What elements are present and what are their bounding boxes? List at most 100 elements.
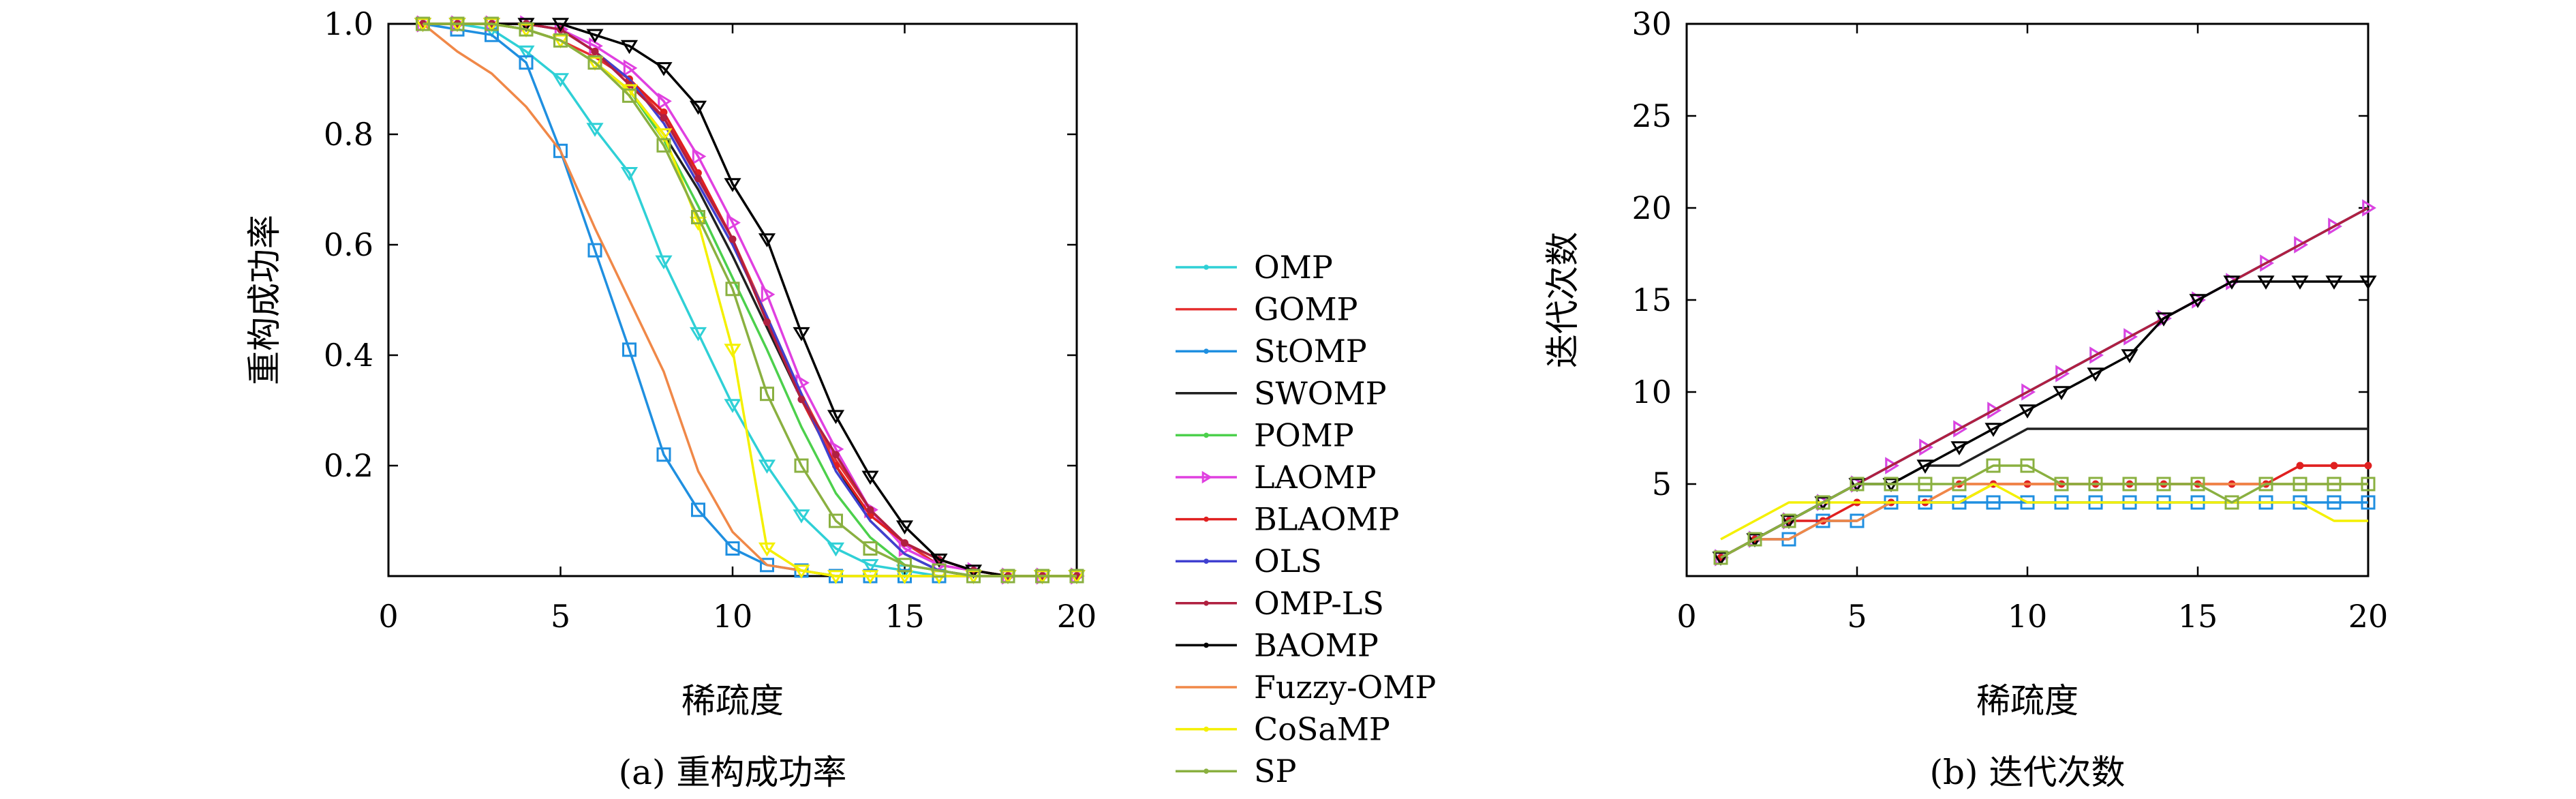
a-data-point: [689, 100, 707, 115]
a-data-point: [586, 123, 604, 137]
b-data-point: [2296, 462, 2304, 470]
a-data-point: [832, 451, 840, 459]
a-data-point: [901, 539, 908, 547]
a-data-point: [519, 55, 534, 70]
a-data-point: [622, 88, 637, 103]
a-data-point: [587, 243, 602, 258]
legend-swatch-marker: [1203, 642, 1209, 648]
a-data-point: [656, 138, 671, 153]
a-caption: (a) 重构成功率: [619, 753, 847, 792]
a-data-point: [553, 33, 568, 48]
a-series-line: [423, 22, 1077, 577]
a-series-line: [423, 22, 1077, 577]
b-data-point: [2088, 477, 2103, 492]
a-data-point: [863, 541, 878, 556]
a-data-point: [895, 520, 914, 534]
a-data-point: [793, 564, 810, 579]
a-data-point: [660, 114, 668, 122]
b-data-point: [2053, 386, 2070, 400]
legend-swatch-marker: [1201, 470, 1212, 484]
b-data-point: [2156, 477, 2171, 492]
a-data-point: [1000, 569, 1015, 584]
a-data-point: [658, 92, 672, 110]
legend-swatch-marker: [1203, 265, 1209, 270]
b-data-point: [1747, 532, 1762, 547]
b-caption: (b) 迭代次数: [1930, 753, 2126, 792]
legend-label: BAOMP: [1254, 627, 1379, 663]
b-data-point: [1850, 477, 1865, 492]
b-data-point: [1916, 459, 1934, 474]
a-data-point: [655, 62, 673, 76]
b-y-tick-label: 20: [1631, 190, 1672, 226]
legend-swatch-marker: [1203, 601, 1209, 606]
b-data-point: [1885, 457, 1899, 474]
a-data-point: [725, 282, 740, 297]
b-data-point: [2361, 477, 2376, 492]
b-y-tick-label: 30: [1631, 5, 1672, 42]
b-data-point: [1713, 550, 1728, 565]
b-data-point: [2123, 328, 2138, 346]
a-series-line: [422, 22, 1077, 577]
a-series-line: [423, 22, 1077, 577]
a-data-point: [761, 286, 776, 303]
b-data-point: [2327, 477, 2342, 492]
a-x-tick-label: 10: [713, 598, 753, 635]
a-data-point: [898, 558, 912, 573]
a-x-tick-label: 5: [551, 598, 570, 635]
a-data-point: [793, 327, 810, 342]
b-plot-frame: [1685, 22, 2370, 577]
b-data-point: [2224, 495, 2239, 510]
b-data-point: [1986, 495, 2001, 510]
a-data-point: [758, 233, 776, 247]
b-data-point: [2054, 477, 2069, 492]
b-data-point: [2364, 462, 2372, 470]
legend-item: SP: [1176, 753, 1296, 789]
a-data-point: [758, 459, 776, 474]
a-y-tick-label: 0.8: [324, 116, 373, 153]
a-data-point: [861, 559, 879, 573]
b-data-point: [1953, 420, 1967, 438]
legend-label: StOMP: [1254, 333, 1367, 370]
legend-label: SP: [1254, 753, 1296, 789]
a-y-tick-label: 1.0: [324, 5, 373, 42]
b-data-point: [2325, 275, 2343, 290]
a-y-tick-label: 0.4: [324, 337, 373, 374]
legend-item: GOMP: [1176, 291, 1358, 328]
b-data-point: [1781, 513, 1796, 528]
a-y-tick-label: 0.6: [324, 226, 373, 263]
b-data-point: [2021, 383, 2036, 401]
a-series-line: [423, 22, 1077, 577]
legend-label: POMP: [1254, 417, 1354, 453]
a-series-line: [423, 22, 1077, 577]
a-data-point: [760, 387, 774, 402]
a-data-point: [758, 542, 776, 557]
chart-iterations: 0 5 10 15 20 5 10 15 20 25 30 稀疏度 迭代次数 (b) 迭代次数: [1543, 5, 2388, 792]
b-x-tick-label: 10: [2008, 598, 2048, 635]
a-data-point: [797, 395, 806, 404]
a-data-point: [827, 542, 845, 557]
b-data-point: [2121, 349, 2138, 363]
b-data-point: [2330, 462, 2338, 470]
a-data-point: [450, 16, 465, 31]
a-data-point: [553, 143, 568, 158]
a-data-point: [517, 45, 535, 60]
b-y-tick-label: 10: [1631, 374, 1672, 410]
a-data-point: [689, 327, 707, 342]
b-y-tick-label: 15: [1631, 282, 1672, 318]
b-data-point: [1950, 441, 1968, 455]
a-series-line: [423, 22, 1077, 577]
b-series-line: [1720, 483, 2368, 541]
b-data-point: [2327, 495, 2342, 510]
b-data-point: [2189, 294, 2207, 308]
a-data-point: [551, 73, 570, 87]
legend-label: LAOMP: [1254, 459, 1377, 496]
b-data-point: [1987, 402, 2002, 419]
a-data-point: [551, 34, 570, 49]
b-x-axis-label: 稀疏度: [1976, 681, 2079, 721]
b-data-point: [2362, 199, 2376, 217]
b-data-point: [1918, 477, 1933, 492]
a-series-line: [423, 22, 1077, 577]
b-data-point: [1952, 477, 1967, 492]
legend-item: BLAOMP: [1176, 501, 1399, 538]
